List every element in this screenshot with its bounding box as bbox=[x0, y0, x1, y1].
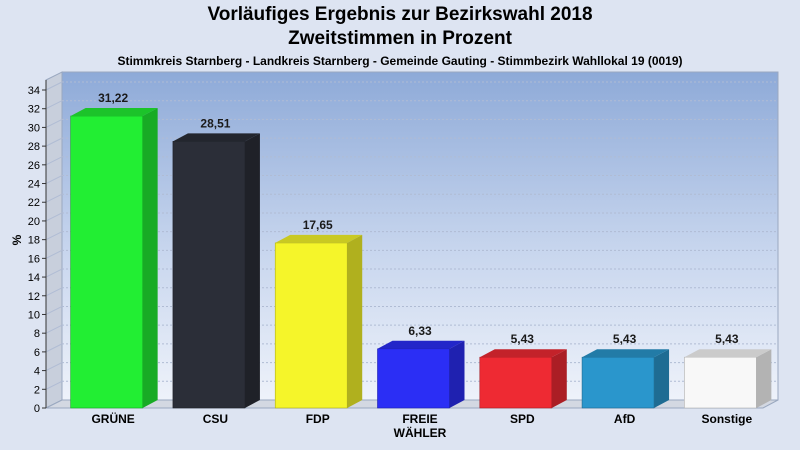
y-tick-label: 32 bbox=[28, 104, 40, 116]
bar-group bbox=[172, 133, 260, 409]
plot-side-wall bbox=[45, 71, 63, 409]
y-tick-label: 2 bbox=[34, 384, 40, 396]
bar-group bbox=[274, 234, 363, 409]
data-label: 5,43 bbox=[715, 332, 739, 346]
y-tick-label: 26 bbox=[28, 160, 40, 172]
bar bbox=[274, 242, 348, 409]
bar-top bbox=[582, 349, 670, 358]
gridline-side bbox=[45, 118, 63, 128]
bar-side bbox=[756, 349, 772, 408]
gridline-side bbox=[45, 306, 63, 315]
data-label: 5,43 bbox=[613, 332, 637, 346]
bar-side bbox=[347, 234, 363, 408]
y-tick-label: 12 bbox=[28, 291, 40, 303]
bar-top bbox=[70, 108, 158, 117]
bar-side bbox=[654, 349, 670, 408]
gridline-side bbox=[45, 343, 63, 353]
bar bbox=[377, 348, 450, 409]
bar bbox=[479, 356, 553, 409]
y-tick-label: 20 bbox=[28, 216, 40, 228]
bar-side bbox=[244, 133, 260, 408]
gridline-side bbox=[45, 193, 63, 203]
y-tick-label: 28 bbox=[28, 141, 40, 153]
bar bbox=[581, 356, 655, 409]
bar-top bbox=[377, 340, 465, 349]
bar-side bbox=[551, 349, 567, 408]
x-tick-label: FREIE bbox=[402, 412, 437, 426]
x-tick-label: WÄHLER bbox=[394, 425, 447, 440]
bar bbox=[684, 356, 757, 409]
y-tick-label: 14 bbox=[28, 272, 40, 284]
gridline-side bbox=[45, 362, 63, 372]
y-tick-label: 0 bbox=[34, 403, 40, 415]
data-label: 28,51 bbox=[200, 116, 230, 130]
x-tick-label: Sonstige bbox=[702, 412, 753, 426]
gridline-side bbox=[45, 156, 63, 166]
chart-district-line: Stimmkreis Starnberg - Landkreis Starnbe… bbox=[117, 54, 683, 68]
y-tick-label: 22 bbox=[28, 197, 40, 209]
bar-group bbox=[581, 349, 670, 409]
gridline-side bbox=[45, 268, 63, 278]
x-tick-label: GRÜNE bbox=[91, 411, 134, 426]
y-tick-label: 8 bbox=[34, 328, 40, 340]
gridline-side bbox=[45, 81, 63, 91]
y-axis-label: % bbox=[10, 234, 24, 245]
x-tick-label: AfD bbox=[614, 412, 636, 426]
y-tick-label: 10 bbox=[28, 309, 40, 321]
data-label: 5,43 bbox=[511, 332, 535, 346]
x-tick-label: CSU bbox=[203, 412, 228, 426]
bar-top bbox=[684, 349, 772, 358]
data-label: 17,65 bbox=[303, 218, 333, 232]
chart-title: Vorläufiges Ergebnis zur Bezirkswahl 201… bbox=[207, 4, 593, 25]
gridline-side bbox=[45, 380, 63, 390]
y-tick-label: 24 bbox=[28, 179, 40, 191]
bar-group bbox=[377, 340, 465, 409]
gridline-side bbox=[45, 249, 63, 259]
chart-subtitle: Zweitstimmen in Prozent bbox=[288, 28, 512, 49]
bar-group bbox=[479, 349, 567, 409]
bar-side bbox=[142, 108, 158, 409]
data-label: 31,22 bbox=[98, 91, 128, 105]
gridline-side bbox=[45, 231, 63, 241]
data-label: 6,33 bbox=[408, 324, 432, 338]
gridline-side bbox=[45, 137, 63, 147]
bar-group bbox=[684, 349, 772, 409]
y-tick-label: 16 bbox=[28, 253, 40, 265]
y-tick-label: 30 bbox=[28, 122, 40, 134]
gridline-side bbox=[45, 175, 63, 184]
gridline-side bbox=[45, 287, 63, 297]
gridline-side bbox=[45, 324, 63, 334]
x-tick-label: SPD bbox=[510, 412, 535, 426]
y-tick-label: 6 bbox=[34, 347, 40, 359]
gridline-side bbox=[45, 100, 63, 110]
bar-top bbox=[172, 133, 260, 142]
y-tick-label: 34 bbox=[28, 85, 40, 97]
bar-top bbox=[479, 349, 567, 358]
y-tick-label: 4 bbox=[34, 366, 40, 378]
bar bbox=[172, 141, 246, 409]
gridline-side bbox=[45, 212, 63, 222]
bar bbox=[70, 115, 143, 409]
y-tick-label: 18 bbox=[28, 235, 40, 247]
bar-group bbox=[70, 108, 158, 409]
bar-top bbox=[275, 234, 363, 243]
x-tick-label: FDP bbox=[306, 412, 330, 426]
bar-side bbox=[449, 340, 465, 408]
